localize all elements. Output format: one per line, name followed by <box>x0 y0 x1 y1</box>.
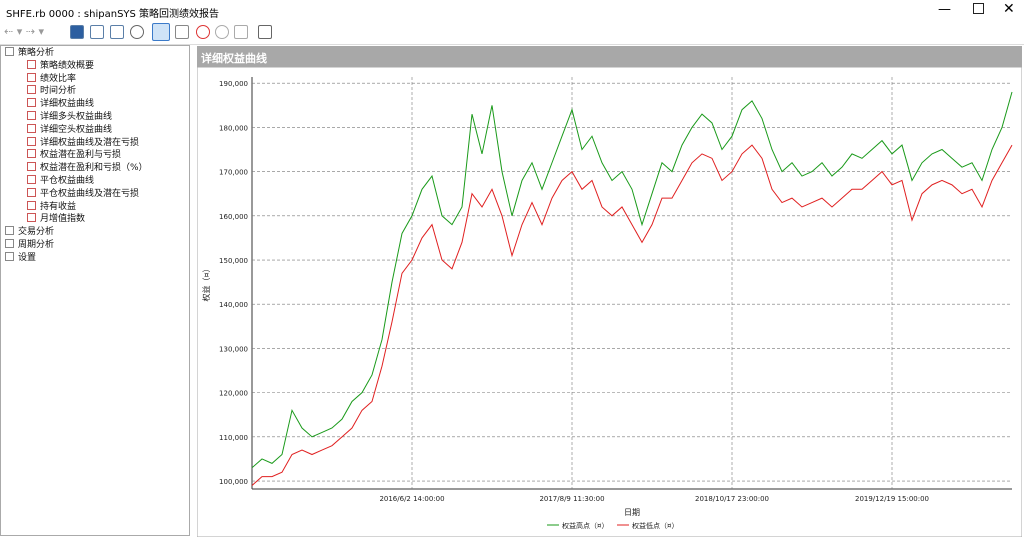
tree-icon <box>27 136 36 146</box>
y-tick-label: 170,000 <box>219 169 248 177</box>
toolbar: ⇠ ▾ ⇢ ▾ <box>0 22 1024 45</box>
x-tick-label: 2017/8/9 11:30:00 <box>539 495 604 503</box>
tree-icon <box>27 149 36 159</box>
y-tick-label: 160,000 <box>219 213 248 221</box>
tree-label: 权益潜在盈利与亏损 <box>40 150 122 161</box>
tree-icon <box>5 47 14 56</box>
open-button[interactable] <box>90 25 104 39</box>
tree-leaf[interactable]: 平仓权益曲线及潜在亏损 <box>1 187 189 201</box>
legend-label: 权益高点（¤） <box>562 521 608 530</box>
x-tick-label: 2019/12/19 15:00:00 <box>855 495 929 503</box>
tree-node[interactable]: 策略分析 <box>1 47 189 60</box>
tree-icon <box>5 238 14 248</box>
tree-icon <box>5 251 14 261</box>
series-line <box>251 91 1013 469</box>
tree-icon <box>27 98 36 108</box>
tree-leaf[interactable]: 详细空头权益曲线 <box>1 123 189 137</box>
tree-icon <box>27 162 36 172</box>
y-tick-label: 120,000 <box>219 390 248 398</box>
pan-button[interactable] <box>175 25 189 39</box>
tree-leaf[interactable]: 详细权益曲线 <box>1 98 189 111</box>
x-tick-label: 2016/6/2 14:00:00 <box>379 495 444 503</box>
tree-leaf[interactable]: 月增值指数 <box>1 213 189 226</box>
tree-leaf[interactable]: 详细多头权益曲线 <box>1 110 189 124</box>
tree-node[interactable]: 交易分析 <box>1 226 189 239</box>
tree-icon <box>27 123 36 133</box>
x-tick-label: 2018/10/17 23:00:00 <box>695 495 769 503</box>
y-tick-label: 110,000 <box>219 434 248 442</box>
tree-icon <box>27 110 36 120</box>
save-button[interactable] <box>70 25 84 39</box>
tree-node[interactable]: 周期分析 <box>1 238 189 252</box>
minimize-button[interactable]: — <box>938 2 951 17</box>
maximize-button[interactable] <box>973 3 984 14</box>
title-bar: SHFE.rb 0000 : shipanSYS 策略回测绩效报告 — ✕ <box>0 0 1024 22</box>
tree-node[interactable]: 设置 <box>1 251 189 265</box>
tree-label: 详细权益曲线及潜在亏损 <box>40 137 140 148</box>
crosshair-button[interactable] <box>152 23 170 41</box>
tree-leaf[interactable]: 策略绩效概要 <box>1 59 189 73</box>
y-tick-label: 190,000 <box>219 80 248 88</box>
tree-leaf[interactable]: 绩效比率 <box>1 72 189 86</box>
window-title: SHFE.rb 0000 : shipanSYS 策略回测绩效报告 <box>6 9 220 20</box>
close-button[interactable]: ✕ <box>1003 1 1015 17</box>
tree-icon <box>27 187 36 197</box>
panel-title: 详细权益曲线 <box>201 52 267 65</box>
print-button[interactable] <box>110 25 124 39</box>
tree-leaf[interactable]: 权益潜在盈利和亏损（%） <box>1 162 189 175</box>
tree-label: 周期分析 <box>18 239 55 250</box>
tree-label: 详细空头权益曲线 <box>40 124 113 135</box>
tree-icon <box>27 59 36 69</box>
series-line <box>251 144 1013 486</box>
tree-leaf[interactable]: 时间分析 <box>1 85 189 98</box>
tree-label: 平仓权益曲线 <box>40 175 95 186</box>
tree-label: 平仓权益曲线及潜在亏损 <box>40 188 140 199</box>
zoom-out-button[interactable] <box>215 25 229 39</box>
y-axis-label: 权益（¤） <box>201 264 211 301</box>
tree-icon <box>27 85 36 95</box>
tree-leaf[interactable]: 平仓权益曲线 <box>1 174 189 188</box>
chart-button[interactable] <box>258 25 272 39</box>
tree-leaf[interactable]: 详细权益曲线及潜在亏损 <box>1 136 189 150</box>
y-tick-label: 130,000 <box>219 345 248 353</box>
tree-label: 详细多头权益曲线 <box>40 111 113 122</box>
tree-label: 设置 <box>18 252 37 263</box>
tree-label: 交易分析 <box>18 227 55 238</box>
chart: 权益（¤） 日期 100,000 110,000 120,000 130,000 140… <box>197 67 1022 537</box>
tree-leaf[interactable]: 权益潜在盈利与亏损 <box>1 149 189 162</box>
panel-header: 详细权益曲线 <box>197 46 1022 67</box>
tree-icon <box>27 174 36 184</box>
tree-label: 绩效比率 <box>40 73 77 84</box>
tree-icon <box>27 72 36 82</box>
tree-panel: 策略分析策略绩效概要 绩效比率时间分析详细权益曲线 详细多头权益曲线 详细空头权益曲线… <box>0 45 190 536</box>
y-tick-label: 100,000 <box>219 478 248 486</box>
tree-label: 策略绩效概要 <box>40 60 95 71</box>
settings-button[interactable] <box>130 25 144 39</box>
tree-icon <box>27 200 36 210</box>
legend-label: 权益低点（¤） <box>632 521 678 530</box>
tree-leaf[interactable]: 持有收益 <box>1 200 189 214</box>
tree-label: 权益潜在盈利和亏损（%） <box>40 163 148 174</box>
tree-label: 月增值指数 <box>40 214 86 225</box>
tree-label: 策略分析 <box>18 48 55 58</box>
tree-label: 详细权益曲线 <box>40 99 95 110</box>
back-button[interactable]: ⇠ ▾ ⇢ ▾ <box>4 25 44 38</box>
zoom-in-button[interactable] <box>196 25 210 39</box>
x-axis-label: 日期 <box>624 508 640 517</box>
tree-label: 持有收益 <box>40 201 77 212</box>
fit-button[interactable] <box>234 25 248 39</box>
tree-label: 时间分析 <box>40 86 77 97</box>
tree-icon <box>27 213 36 223</box>
y-tick-label: 150,000 <box>219 257 248 265</box>
chart-frame <box>197 67 1022 537</box>
y-tick-label: 180,000 <box>219 124 248 132</box>
y-tick-label: 140,000 <box>219 301 248 309</box>
tree-icon <box>5 226 14 236</box>
